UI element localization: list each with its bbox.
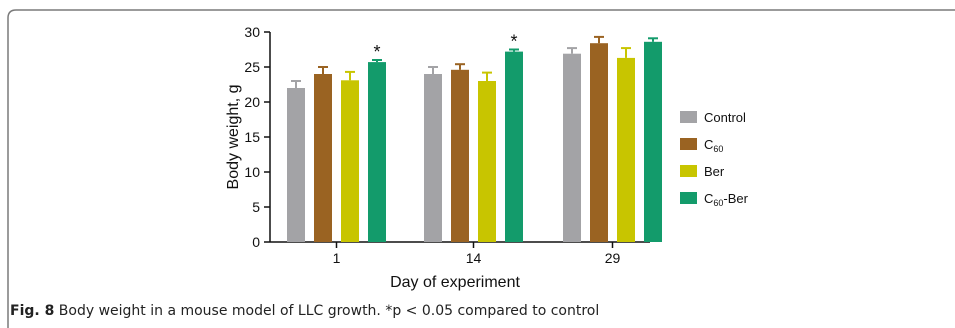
bar bbox=[617, 57, 635, 243]
legend-label: Control bbox=[704, 110, 746, 125]
bar bbox=[505, 51, 523, 242]
bar bbox=[451, 69, 469, 242]
legend-label: C60-Ber bbox=[704, 191, 749, 208]
x-tick-label: 29 bbox=[605, 250, 621, 266]
legend-swatch bbox=[680, 192, 697, 204]
caption-text: Body weight in a mouse model of LLC grow… bbox=[58, 303, 600, 319]
bar bbox=[478, 81, 496, 242]
bar-chart: 0 5 10 15 20 25 30 1 14 29 * * Body weight, g Day of … bbox=[225, 24, 749, 291]
bar bbox=[590, 43, 608, 243]
legend-swatch bbox=[680, 165, 697, 177]
y-tick-label: 0 bbox=[252, 234, 260, 250]
bar bbox=[341, 80, 359, 242]
y-tick-label: 30 bbox=[244, 24, 260, 40]
figure-caption: Fig. 8 Body weight in a mouse model of L… bbox=[10, 303, 599, 319]
y-axis-title: Body weight, g bbox=[225, 85, 242, 190]
x-tick-label: 1 bbox=[333, 250, 341, 266]
bar bbox=[424, 74, 442, 242]
y-tick-label: 10 bbox=[244, 164, 260, 180]
y-tick-label: 5 bbox=[252, 199, 260, 215]
caption-label: Fig. 8 bbox=[10, 303, 55, 319]
bar bbox=[314, 74, 332, 242]
x-axis-title: Day of experiment bbox=[390, 274, 520, 291]
bar bbox=[368, 62, 386, 242]
legend-swatch bbox=[680, 111, 697, 123]
significance-mark: * bbox=[510, 32, 517, 52]
y-tick-label: 15 bbox=[244, 129, 260, 145]
significance-mark: * bbox=[373, 42, 380, 62]
y-tick-label: 25 bbox=[244, 59, 260, 75]
legend-swatch bbox=[680, 138, 697, 150]
bar bbox=[287, 88, 305, 242]
y-tick-label: 20 bbox=[244, 94, 260, 110]
legend-label: C60 bbox=[704, 137, 723, 154]
x-tick-label: 14 bbox=[466, 250, 482, 266]
legend-label: Ber bbox=[704, 164, 725, 179]
bar bbox=[563, 53, 581, 243]
bar bbox=[644, 41, 662, 242]
